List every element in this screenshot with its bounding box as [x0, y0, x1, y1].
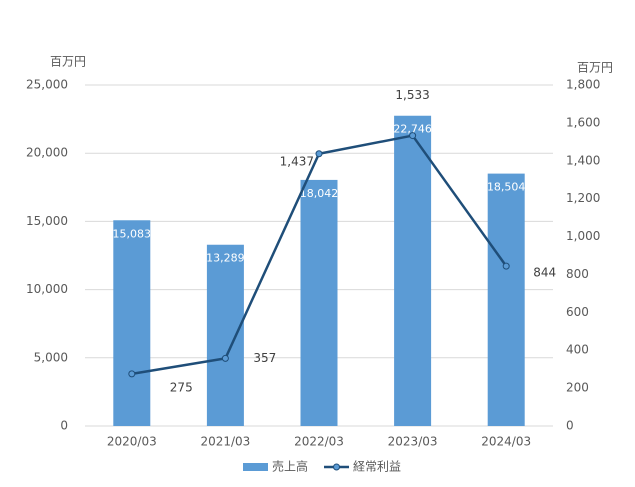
y-tick-label: 10,000	[26, 282, 68, 296]
legend-swatch	[243, 463, 268, 471]
legend-label: 売上高	[272, 459, 308, 474]
x-tick-label: 2022/03	[294, 435, 344, 449]
bar-value-label: 18,042	[300, 187, 339, 200]
bar-value-label: 13,289	[206, 252, 245, 265]
line-value-label: 275	[170, 380, 193, 394]
bar	[206, 244, 244, 426]
x-tick-label: 2023/03	[388, 435, 438, 449]
y2-tick-label: 1,400	[566, 153, 600, 167]
legend-label: 経常利益	[353, 460, 401, 474]
y-tick-label: 15,000	[26, 214, 68, 228]
line-value-label: 1,533	[395, 88, 429, 102]
bar-value-label: 15,083	[113, 227, 152, 240]
y2-tick-label: 0	[566, 419, 574, 433]
bar-value-label: 22,746	[393, 123, 432, 136]
legend-marker	[333, 463, 341, 471]
y2-tick-label: 1,200	[566, 191, 600, 205]
bar-value-label: 18,504	[487, 181, 526, 194]
bar	[394, 115, 432, 426]
line-marker	[221, 354, 229, 362]
x-tick-label: 2021/03	[200, 435, 250, 449]
y2-tick-label: 800	[566, 267, 589, 281]
y-tick-label: 25,000	[26, 78, 68, 92]
x-tick-label: 2024/03	[481, 435, 531, 449]
y-axis-unit: 百万円	[50, 55, 86, 69]
line-marker	[128, 370, 136, 378]
y2-tick-label: 200	[566, 381, 589, 395]
y-tick-label: 5,000	[34, 350, 68, 364]
bar	[300, 179, 338, 426]
line-marker	[409, 132, 417, 140]
line-value-label: 357	[253, 351, 276, 365]
y2-tick-label: 600	[566, 305, 589, 319]
y-tick-label: 20,000	[26, 146, 68, 160]
y2-tick-label: 1,600	[566, 115, 600, 129]
y2-axis-unit: 百万円	[577, 61, 613, 75]
y2-tick-label: 1,800	[566, 78, 600, 92]
line-marker	[315, 150, 323, 158]
line-value-label: 844	[533, 266, 556, 280]
line-value-label: 1,437	[280, 154, 314, 168]
x-tick-label: 2020/03	[107, 435, 157, 449]
line-marker	[502, 262, 510, 270]
bar	[487, 173, 525, 426]
y2-tick-label: 1,000	[566, 229, 600, 243]
y-tick-label: 0	[60, 419, 68, 433]
y2-tick-label: 400	[566, 343, 589, 357]
bar	[113, 220, 151, 426]
